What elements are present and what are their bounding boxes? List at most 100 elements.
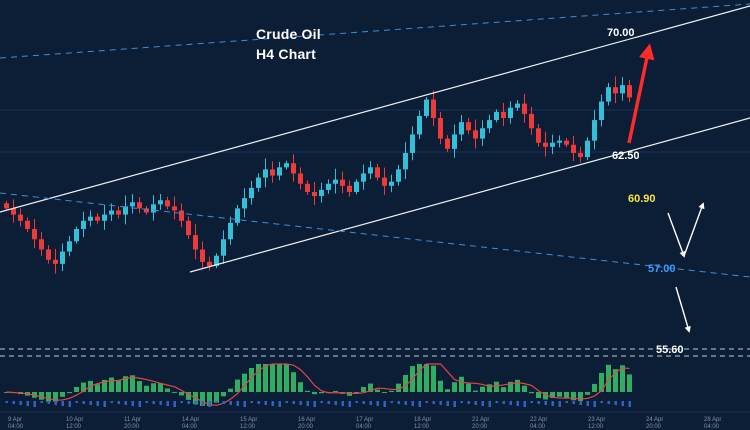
volume-tick [89,401,92,405]
candle-body [116,210,121,215]
axis-date-label: 17 Apr [356,417,373,423]
volume-tick [453,401,456,407]
volume-tick [341,401,344,406]
volume-tick [383,401,386,407]
volume-tick [12,401,15,404]
candle-body [606,87,611,102]
forecast-arrows [627,43,705,333]
dashed-trend-line [0,192,750,278]
candle-body [417,115,422,135]
candle-body [256,177,261,188]
volume-tick [33,401,36,407]
candle-body [95,216,100,221]
candle-body [340,179,345,186]
candle-body [284,163,289,168]
volume-tick [26,401,29,406]
histogram-bar [151,383,156,392]
candle-body [599,101,604,121]
histogram-bar [74,386,79,392]
histogram-bar [424,364,429,392]
trend-line [0,5,750,213]
volume-tick [96,401,99,406]
candle-body [67,241,72,252]
histogram-bar [67,392,72,394]
candle-body [585,140,590,158]
candle-body [501,111,506,119]
chart-title-instrument: Crude Oil [256,26,321,42]
candle-body [74,228,79,242]
candle-body [158,200,163,205]
candle-body [578,152,583,158]
volume-tick [152,401,155,404]
candle-body [347,185,352,192]
candle-body [18,214,23,221]
volume-tick [5,401,8,403]
histogram-bar [557,392,562,397]
histogram-bar [508,381,513,392]
volume-tick [166,401,169,406]
candle-body [102,214,107,221]
volume-tick [236,401,239,406]
histogram-bar [389,390,394,392]
axis-date-label: 23 Apr [588,417,605,423]
volume-tick [467,401,470,404]
candle-body [263,169,268,178]
volume-tick [376,401,379,406]
axis-time-label: 04:00 [8,424,24,430]
histogram-bar [207,392,212,406]
histogram-bar [95,384,100,392]
volume-tick [425,401,428,403]
axis-time-label: 20:00 [298,424,314,430]
volume-tick [264,401,267,405]
candle-body [291,163,296,174]
candle-body [172,206,177,211]
volume-tick [481,401,484,406]
histogram-bar [256,364,261,392]
axis-time-label: 04:00 [704,424,720,430]
volume-tick [299,401,302,405]
candle-body [431,99,436,119]
volume-tick [68,401,71,407]
volume-tick [208,401,211,407]
grid-lines [0,109,750,153]
volume-tick [159,401,162,405]
histogram-bar [130,375,135,392]
volume-tick [628,401,631,407]
chart-title-timeframe: H4 Chart [256,46,316,62]
volume-tick [292,401,295,404]
volume-tick [474,401,477,405]
histogram-bar [564,392,569,398]
volume-tick [502,401,505,404]
volume-tick [320,401,323,403]
volume-tick [271,401,274,406]
candle-body [32,228,37,240]
candle-body [522,103,527,114]
volume-tick [47,401,50,404]
volume-tick [145,401,148,403]
volume-tick [40,401,43,403]
volume-tick [369,401,372,405]
candle-body [529,113,534,129]
volume-tick [579,401,582,405]
volume-tick [222,401,225,404]
volume-tick [75,401,78,403]
volume-tick [61,401,64,406]
volume-tick [54,401,57,405]
candle-body [333,179,338,184]
histogram-bar [438,380,443,392]
volume-tick [124,401,127,405]
histogram-bar [606,364,611,392]
candle-body [382,177,387,186]
histogram-bar [543,392,548,400]
candle-body [466,122,471,131]
volume-tick [362,401,365,404]
volume-tick [516,401,519,406]
dashed-trend-line [0,3,750,59]
volume-tick [334,401,337,405]
volume-tick [19,401,22,405]
candle-body [473,130,478,139]
axis-time-label: 20:00 [472,424,488,430]
histogram-bar [361,387,366,392]
